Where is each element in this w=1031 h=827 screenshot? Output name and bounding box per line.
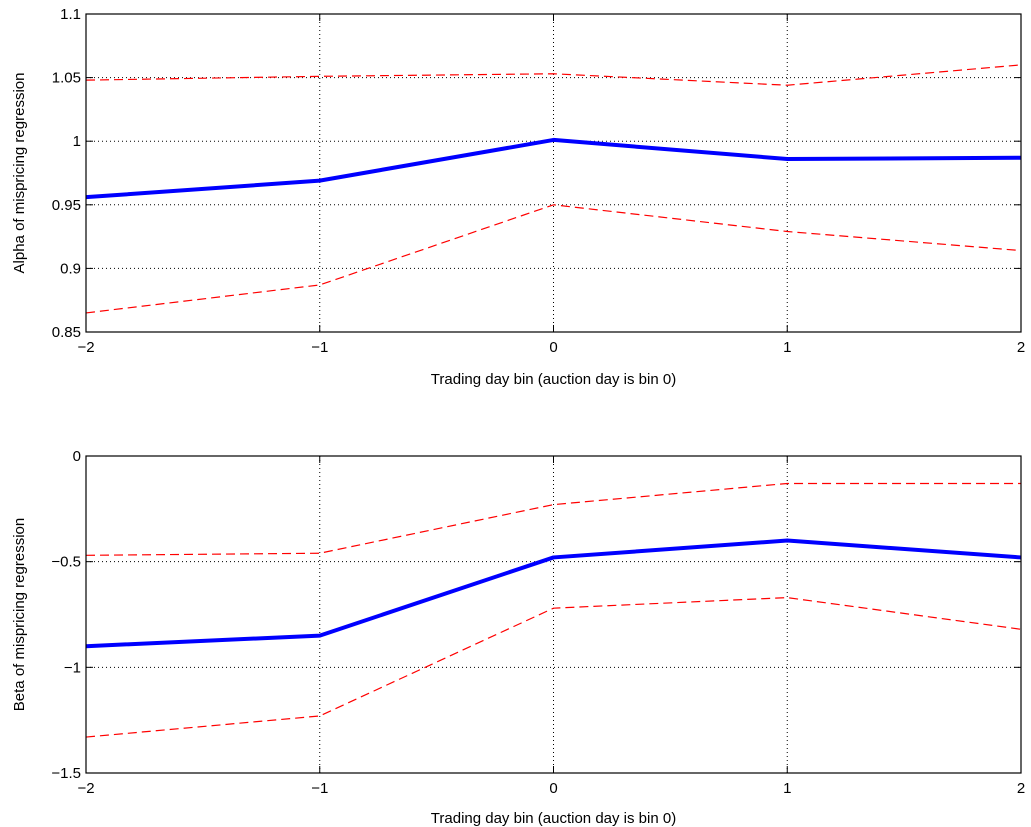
chart-0-x-tick-label: 0: [549, 339, 557, 356]
chart-1-x-tick-label: 0: [549, 780, 557, 797]
chart-1-y-tick-label: −1.5: [51, 765, 81, 782]
chart-1-confidence-band-line: [85, 596, 1022, 738]
chart-1-x-tick-label: −1: [311, 780, 328, 797]
alpha-chart-panel: −2 −1 0 1 2 0.85 0.9 0.95 1 1.05 1.1 Trading day bi…: [11, 6, 1025, 388]
chart-0-y-tick-label: 1: [73, 133, 81, 150]
chart-1-axes-frame: [85, 455, 1022, 774]
chart-0-x-tick-label: −1: [311, 339, 328, 356]
chart-0-confidence-band-line: [85, 64, 1022, 86]
chart-1-x-tick-label: 2: [1017, 780, 1025, 797]
chart-0-estimate-line: [85, 137, 1022, 200]
chart-0-confidence-band-line: [85, 204, 1022, 314]
chart-1-estimate-line: [85, 538, 1022, 649]
chart-0-x-tick-label: −2: [77, 339, 94, 356]
chart-0-y-tick-label: 0.95: [52, 197, 81, 214]
chart-0-y-tick-label: 1.05: [52, 70, 81, 87]
chart-0-x-axis-label: Trading day bin (auction day is bin 0): [431, 371, 676, 388]
chart-0-y-tick-label: 0.9: [60, 260, 81, 277]
chart-0-y-tick-label: 1.1: [60, 6, 81, 23]
chart-0-axes-frame: [85, 13, 1022, 333]
chart-1-confidence-band-line: [85, 482, 1021, 556]
chart-1-x-tick-label: −2: [77, 780, 94, 797]
chart-1-x-tick-label: 1: [783, 780, 791, 797]
chart-1-y-tick-label: 0: [73, 448, 81, 465]
chart-0-y-axis-label: Alpha of mispricing regression: [11, 73, 28, 274]
chart-0-x-tick-label: 1: [783, 339, 791, 356]
beta-chart-panel: −2 −1 0 1 2 −1.5 −1 −0.5 0 Trading day bin (aucti…: [11, 448, 1025, 827]
chart-0-y-tick-label: 0.85: [52, 324, 81, 341]
chart-0-x-tick-label: 2: [1017, 339, 1025, 356]
chart-1-y-tick-label: −0.5: [51, 554, 81, 571]
chart-1-x-axis-label: Trading day bin (auction day is bin 0): [431, 810, 676, 827]
chart-1-y-axis-label: Beta of mispricing regression: [11, 518, 28, 711]
chart-1-y-tick-label: −1: [64, 659, 81, 676]
